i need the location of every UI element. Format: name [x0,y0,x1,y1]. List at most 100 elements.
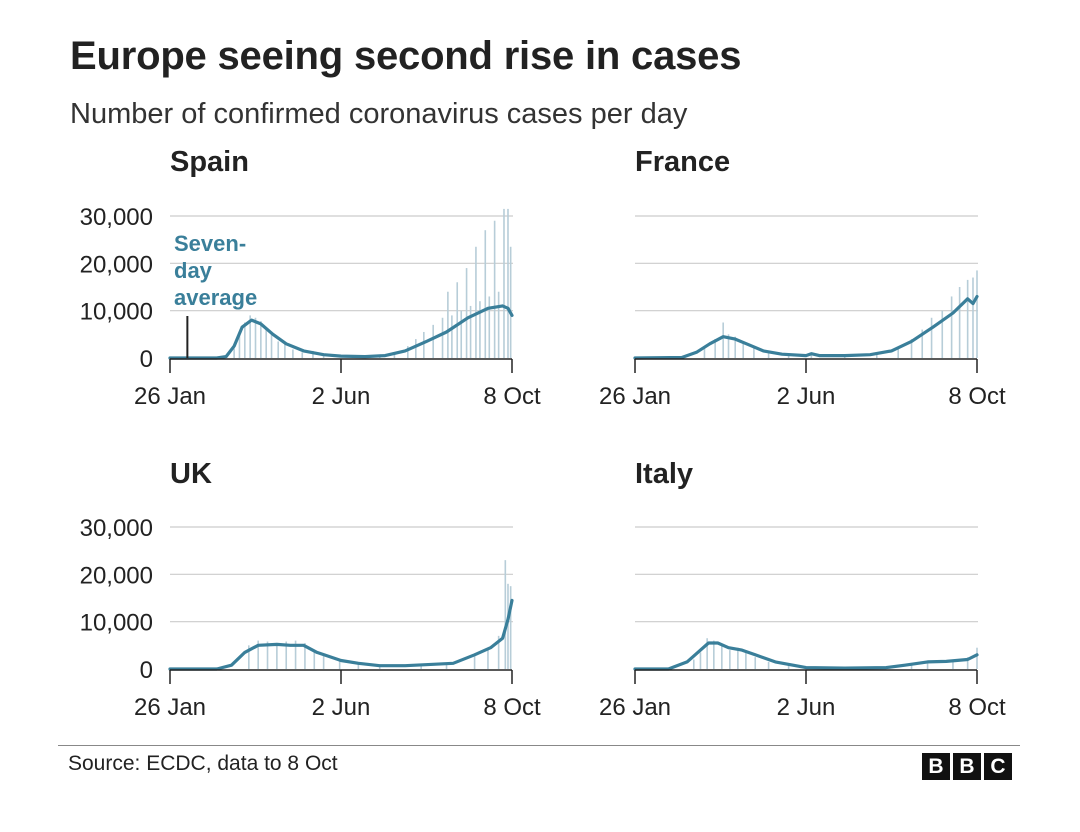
daily-cases-bar [244,322,246,358]
x-tick-label: 2 Jun [312,694,371,721]
daily-cases-bar [713,640,715,669]
y-tick-label: 30,000 [80,204,153,231]
daily-cases-bar [487,647,489,669]
panel-title-spain: Spain [170,146,249,178]
daily-cases-bar [787,665,790,669]
daily-cases-bar [910,339,913,358]
daily-cases-bar [270,334,273,358]
daily-cases-bar [284,343,286,358]
daily-cases-bar [706,638,708,669]
daily-cases-bar [420,664,422,669]
small-multiples-chart: 30,000 20,000 10,000 0 26 Jan 2 Jun 8 Oct Seven… [80,204,1006,721]
daily-cases-bar [233,348,235,358]
daily-cases-bar [277,341,280,358]
daily-cases-bar [248,645,250,669]
x-tick-label: 2 Jun [777,383,836,410]
x-tick-label: 26 Jan [134,694,206,721]
daily-cases-bar [294,640,297,669]
daily-cases-bar [767,661,770,669]
bbc-logo-letter: C [984,753,1012,780]
bbc-logo-letter: B [953,753,981,780]
daily-cases-bar [465,268,468,358]
daily-cases-bar [460,310,463,358]
daily-cases-bar [447,291,449,358]
daily-cases-bar [699,652,702,669]
x-tick-label: 26 Jan [599,383,671,410]
daily-cases-bar [714,339,716,358]
seven-day-average-line [168,304,514,360]
daily-cases-bar [737,647,739,669]
y-tick-label: 10,000 [80,610,153,637]
x-tick-label: 2 Jun [312,383,371,410]
daily-cases-bar [897,348,899,358]
annotation-label: day [174,258,213,283]
daily-cases-bar [742,341,745,358]
daily-cases-bar [285,641,288,669]
daily-cases-bar [745,652,747,669]
seven-day-average-line [633,641,979,671]
daily-cases-bar [451,315,453,358]
daily-cases-bar [926,661,929,669]
daily-cases-bar [958,287,961,358]
x-tick-label: 2 Jun [777,694,836,721]
daily-cases-bar [406,346,409,358]
daily-cases-bar [507,208,509,358]
daily-cases-bar [976,647,978,669]
daily-cases-bar [493,220,496,358]
x-tick-label: 26 Jan [134,383,206,410]
bbc-logo: B B C [922,753,1012,780]
daily-cases-bar [265,329,267,358]
daily-cases-bar [301,352,304,358]
x-tick-label: 8 Oct [483,694,541,721]
daily-cases-bar [941,310,944,358]
y-tick-label: 20,000 [80,251,153,278]
daily-cases-bar [497,291,500,358]
daily-cases-bar [966,279,969,358]
daily-cases-bar [921,329,924,358]
daily-cases-bar [313,652,316,669]
daily-cases-bar [312,350,314,358]
daily-cases-bar [423,331,425,358]
daily-cases-bar [976,270,978,358]
daily-cases-bar [473,653,476,669]
annotation-label: Seven- [174,231,246,256]
y-tick-label: 20,000 [80,562,153,589]
daily-cases-bar [357,662,360,669]
daily-cases-bar [753,346,755,358]
x-tick-label: 26 Jan [599,694,671,721]
panel-title-france: France [635,146,731,178]
daily-cases-bar [952,660,954,669]
daily-cases-bar [972,277,974,358]
daily-cases-bar [257,640,259,669]
daily-cases-bar [415,339,417,358]
y-tick-label: 30,000 [80,515,153,542]
daily-cases-bar [441,317,444,358]
chart-subtitle: Number of confirmed coronavirus cases pe… [70,98,688,130]
daily-cases-bar [432,324,434,358]
y-tick-label: 10,000 [80,299,153,326]
daily-cases-bar [754,657,757,669]
daily-cases-bar [456,282,459,358]
daily-cases-bar [292,349,294,358]
daily-cases-bar [507,583,509,669]
daily-cases-bar [393,353,396,358]
x-tick-label: 8 Oct [948,694,1006,721]
daily-cases-bar [721,645,723,669]
daily-cases-bar [734,336,736,358]
daily-cases-bar [249,315,251,358]
x-tick-label: 8 Oct [948,383,1006,410]
y-tick-label: 0 [140,657,153,684]
daily-cases-bar [266,641,269,669]
daily-cases-bar [767,352,770,358]
daily-cases-bar [729,650,731,669]
daily-cases-bar [727,334,730,358]
daily-cases-bar [238,334,241,358]
daily-cases-bar [876,353,878,358]
daily-cases-bar [703,348,706,358]
daily-cases-bar [509,586,512,669]
daily-cases-bar [276,642,278,669]
annotation-label: average [174,285,257,310]
source-note: Source: ECDC, data to 8 Oct [68,752,338,775]
source-divider [58,745,1020,746]
daily-cases-bar [475,246,477,358]
